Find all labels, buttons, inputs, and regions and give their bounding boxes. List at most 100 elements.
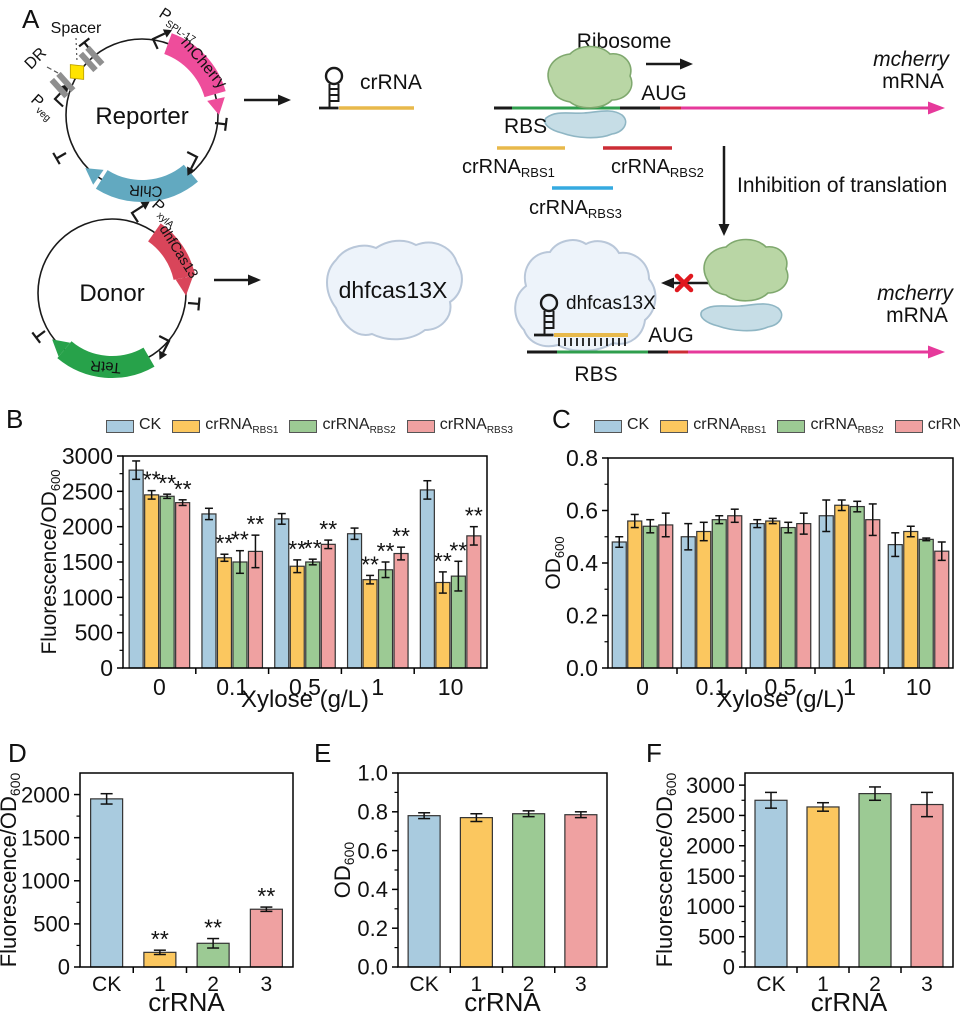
inhibition-label: Inhibition of translation: [737, 174, 947, 197]
dr-repeat-block: [85, 45, 105, 67]
y-axis-title: Fluorescence/OD600: [0, 773, 23, 968]
y-tick-label: 0: [723, 955, 735, 980]
panel-label-b: B: [6, 404, 24, 434]
bar: [765, 520, 781, 669]
bar: [627, 520, 643, 669]
bar: [918, 538, 934, 669]
panel-a-diagram: mCherry ChlR Reporter Spacer DR PSPL-1: [22, 5, 955, 386]
aug-label: AUG: [648, 324, 694, 347]
bar: [407, 815, 441, 968]
x-category-label: 1: [843, 674, 856, 700]
x-category-label: 0.5: [289, 674, 321, 700]
x-category-label: 1: [471, 973, 483, 996]
x-category-label: 0: [153, 674, 166, 700]
legend-item-crrna-rbs3: crRNARBS3: [894, 416, 960, 436]
legend-label-crrna-rbs1: crRNARBS1: [205, 416, 279, 437]
legend-swatch-ck: [106, 419, 134, 433]
x-category-label: CK: [410, 973, 439, 996]
y-tick-label: 2000: [21, 782, 70, 807]
legend-swatch-crrna-rbs3: [406, 419, 435, 433]
bar: [796, 523, 812, 669]
bar: [780, 526, 796, 669]
dr-repeat-block: [56, 71, 76, 93]
significance-marker: **: [257, 883, 275, 909]
x-axis-title: crRNA: [148, 987, 225, 1017]
bar: [680, 536, 696, 669]
chart-panel-e: 0.0 0.2 0.4 0.6 0.8 1.0 CK 1 2 3 crRNA OD600: [330, 761, 608, 1017]
translation-off-scheme: dhfcas13X AUG RBS mcherry mRNA: [514, 238, 954, 386]
significance-marker: **: [361, 551, 379, 577]
x-category-label: 10: [906, 674, 932, 700]
spacer-diamond: [69, 64, 85, 80]
x-category-label: 0.1: [696, 674, 728, 700]
bar: [849, 505, 865, 669]
bar: [419, 489, 435, 669]
mcherry-mrna-label-line1: mcherry: [873, 48, 950, 71]
chart-panel-b: **** **** ****** ** ** ****** ** ****0500100015…: [38, 443, 488, 713]
bar: [159, 495, 175, 669]
y-tick-label: 1000: [21, 868, 70, 893]
x-category-label: CK: [756, 973, 785, 996]
bar: [232, 561, 248, 669]
significance-marker: **: [319, 516, 337, 542]
y-tick-label: 0.2: [566, 603, 598, 629]
bar: [144, 494, 160, 669]
legend-label-crrna-rbs3: crRNARBS3: [439, 416, 513, 437]
translation-on-scheme: Ribosome RBS AUG mcherry mRNA: [494, 30, 950, 139]
bar: [806, 806, 840, 968]
crrna-target-positions: crRNARBS1 crRNARBS2 crRNARBS3: [462, 146, 704, 221]
dhfcas13x-product-label: dhfcas13X: [339, 277, 448, 303]
bar: [90, 798, 124, 968]
panel-label-d: D: [8, 738, 27, 768]
bar: [377, 569, 394, 669]
mcherry-mrna-label-line2: mRNA: [886, 304, 948, 327]
significance-marker: **: [434, 548, 452, 574]
bar: [658, 524, 674, 669]
x-category-label: 10: [438, 674, 464, 700]
significance-marker: **: [215, 530, 233, 556]
x-category-label: 2: [869, 973, 881, 996]
bar: [934, 550, 950, 669]
x-category-label: 3: [261, 973, 273, 996]
bar: [834, 504, 850, 669]
legend-item-crrna-rbs1: crRNARBS1: [172, 416, 278, 436]
tetr-gene-arrow: [57, 341, 155, 378]
bar: [128, 469, 144, 669]
y-axis-title: Fluorescence/OD600: [652, 773, 679, 968]
mcherry-mrna-arrowhead: [928, 345, 945, 359]
crrna-product: crRNA: [317, 66, 422, 110]
legend-swatch-crrna-rbs1: [172, 419, 201, 433]
bar: [910, 803, 944, 968]
legend-swatch-ck: [594, 419, 622, 433]
bar: [711, 519, 727, 669]
dr-repeat-block: [78, 51, 98, 73]
significance-marker: **: [246, 511, 264, 537]
bar: [754, 799, 788, 968]
y-tick-label: 0.0: [357, 955, 388, 980]
legend-item-crrna-rbs1: crRNARBS1: [660, 416, 766, 436]
bar: [362, 579, 378, 669]
tetr-gene-label: TetR: [89, 357, 121, 377]
y-axis-title: OD600: [330, 842, 357, 899]
dhfcas13-gene-arrow: [147, 223, 196, 281]
bar: [727, 515, 743, 669]
bar: [393, 552, 409, 669]
legend-label-crrna-rbs2: crRNARBS2: [322, 416, 396, 437]
bar: [289, 565, 305, 669]
crrna-cassette: [49, 45, 105, 99]
y-axis-title: OD600: [542, 536, 567, 589]
significance-marker: **: [377, 538, 395, 564]
crrna-rbs3-label: crRNARBS3: [529, 197, 622, 221]
bar: [858, 793, 892, 968]
panel-label-f: F: [646, 738, 662, 768]
panel-label-e: E: [314, 738, 332, 768]
dhfcas13x-product: dhfcas13X: [326, 239, 463, 341]
rbs-label: RBS: [574, 363, 617, 386]
y-tick-label: 1500: [21, 825, 70, 850]
bar: [249, 908, 283, 968]
legend-label-crrna-rbs3: crRNARBS3: [927, 416, 960, 433]
bar: [611, 541, 627, 669]
chart-panel-d: ** ** ** 0 500 1000 1500 2000 CK 1 2 3 crRNA Fluoresc…: [0, 772, 294, 1017]
mcherry-mrna-arrowhead: [928, 101, 945, 115]
